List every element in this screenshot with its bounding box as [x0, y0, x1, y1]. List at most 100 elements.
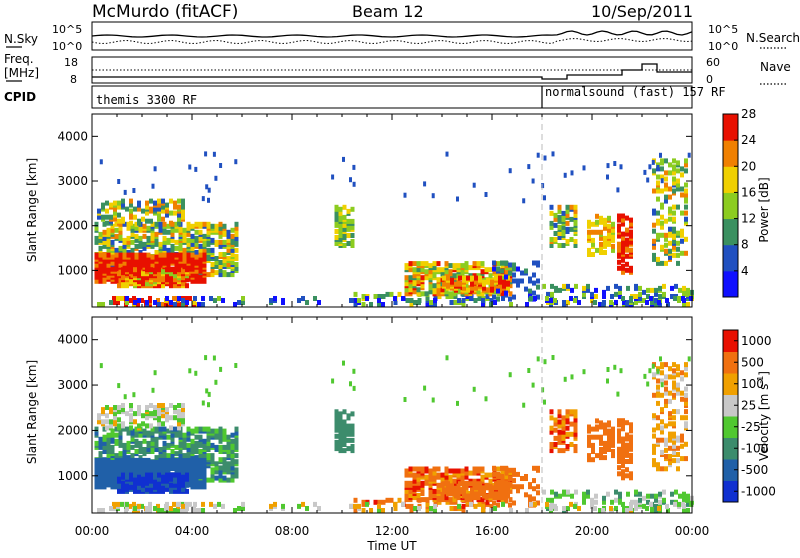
velocity-cell — [652, 443, 656, 449]
power-cell — [186, 225, 191, 231]
power-cell — [349, 298, 353, 303]
power-cell — [449, 294, 454, 299]
velocity-cell — [166, 457, 171, 463]
power-cell — [353, 291, 358, 297]
power-cell — [117, 204, 121, 210]
velocity-cell — [166, 466, 171, 471]
velocity-cell — [656, 466, 660, 472]
velocity-ytick-label: 2000 — [57, 423, 88, 437]
velocity-cell — [577, 506, 581, 511]
power-cell — [198, 229, 203, 235]
power-cell — [206, 221, 211, 227]
power-cell — [660, 174, 664, 180]
power-cell — [182, 254, 187, 260]
velocity-cell — [404, 497, 409, 503]
power-cell — [586, 283, 590, 289]
power-cell — [222, 258, 227, 263]
power-cell — [478, 275, 482, 281]
power-cell — [610, 294, 614, 299]
velocity-cell — [105, 413, 109, 419]
velocity-cell — [622, 506, 626, 511]
velocity-cell — [448, 468, 453, 474]
power-cell — [611, 247, 615, 253]
power-cell — [178, 243, 183, 249]
power-cell — [169, 283, 173, 289]
velocity-cell — [660, 429, 664, 435]
power-cell — [561, 216, 566, 222]
power-cell — [234, 262, 239, 267]
velocity-cell — [149, 403, 153, 408]
velocity-cell — [672, 362, 676, 368]
power-cell — [218, 260, 223, 265]
velocity-cell — [672, 449, 676, 455]
velocity-cell — [158, 447, 163, 452]
power-cell — [573, 243, 578, 248]
power-cell — [393, 296, 397, 301]
velocity-cell — [508, 482, 513, 488]
power-cell — [210, 268, 215, 273]
power-cell — [684, 158, 688, 164]
power-cell — [207, 197, 210, 203]
velocity-cell — [616, 391, 620, 397]
velocity-cell — [656, 400, 660, 406]
power-cell — [346, 208, 351, 214]
power-cell — [169, 300, 173, 305]
velocity-cell — [381, 508, 385, 513]
power-cell — [194, 254, 199, 260]
velocity-cell — [217, 501, 221, 507]
velocity-cell — [611, 449, 615, 454]
velocity-cell — [221, 503, 225, 509]
velocity-cell — [133, 486, 137, 492]
power-cell — [489, 302, 493, 307]
velocity-cell — [425, 508, 430, 513]
power-cell — [129, 267, 133, 273]
velocity-cell — [206, 426, 211, 432]
velocity-cell — [134, 457, 139, 463]
velocity-cell — [201, 501, 205, 507]
power-cell — [212, 151, 216, 157]
power-cell — [166, 247, 171, 253]
velocity-cell — [668, 460, 672, 466]
velocity-cell — [99, 363, 103, 369]
velocity-cell — [162, 457, 167, 463]
velocity-cell — [686, 493, 690, 499]
velocity-cell — [162, 444, 167, 450]
velocity-cell — [162, 426, 167, 432]
velocity-cell — [145, 486, 149, 492]
velocity-cell — [508, 497, 513, 503]
power-cell — [545, 296, 549, 301]
power-cell — [677, 296, 681, 301]
velocity-cell — [149, 423, 153, 429]
power-cell — [429, 300, 433, 305]
power-cell — [664, 236, 668, 242]
velocity-cell — [420, 488, 425, 494]
velocity-cell — [611, 426, 615, 432]
power-cell — [114, 247, 119, 253]
velocity-cell — [230, 432, 235, 438]
power-cell — [405, 298, 410, 303]
velocity-cell — [342, 439, 347, 445]
colorbar-frame — [722, 113, 739, 298]
velocity-cell — [458, 487, 462, 493]
power-cell — [157, 202, 161, 208]
velocity-cell — [660, 378, 664, 384]
power-cell — [186, 237, 191, 243]
velocity-cell — [573, 409, 578, 415]
velocity-cell — [553, 442, 558, 447]
power-cell — [416, 291, 421, 297]
power-cell — [117, 212, 121, 218]
velocity-cell — [121, 403, 125, 408]
velocity-cell — [334, 419, 339, 425]
velocity-cell — [334, 433, 339, 439]
power-cell — [174, 252, 179, 258]
velocity-cell — [234, 436, 239, 442]
power-cell — [501, 296, 505, 301]
velocity-cell — [549, 448, 554, 454]
velocity-cell — [554, 491, 558, 497]
power-cell — [684, 188, 688, 194]
velocity-cell — [621, 463, 625, 469]
colorbar-swatch — [723, 394, 738, 417]
power-cell — [660, 166, 664, 172]
velocity-cell — [638, 497, 642, 503]
power-cell — [184, 296, 188, 301]
